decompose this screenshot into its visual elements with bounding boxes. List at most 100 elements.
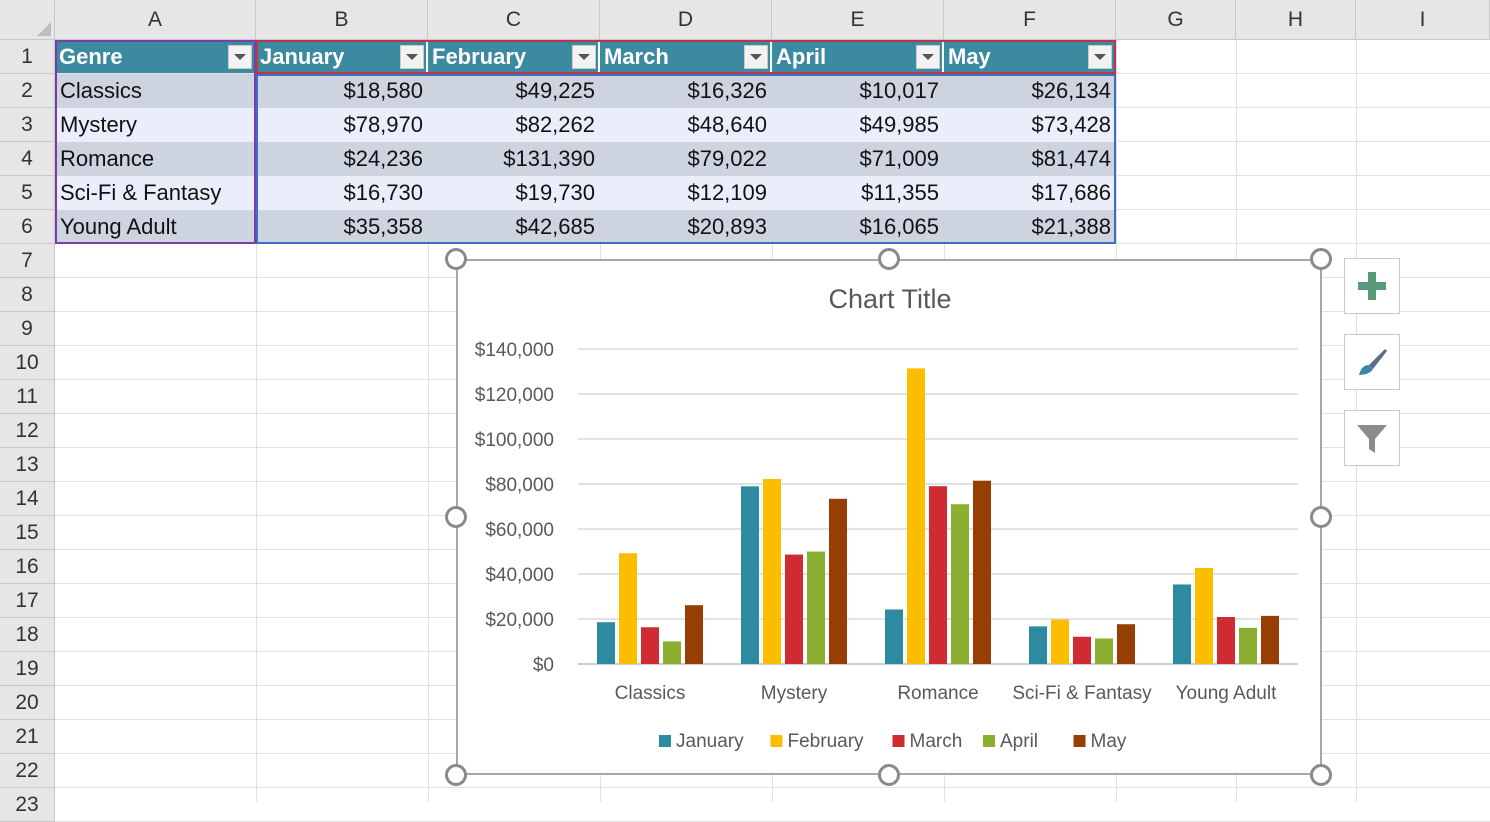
resize-handle[interactable]	[878, 764, 900, 786]
sales-cell[interactable]: $82,262	[515, 112, 595, 137]
sales-cell[interactable]: $21,388	[1031, 214, 1111, 239]
row-header-16[interactable]: 16	[0, 550, 55, 584]
sales-cell[interactable]: $26,134	[1031, 78, 1111, 103]
column-header-a[interactable]: A	[55, 0, 256, 40]
legend-label[interactable]: April	[1000, 731, 1038, 752]
genre-cell[interactable]: Romance	[60, 146, 155, 171]
bar-may-3[interactable]	[1117, 624, 1135, 664]
chart-styles-button[interactable]	[1344, 334, 1400, 390]
sales-cell[interactable]: $16,065	[859, 214, 939, 239]
row-header-5[interactable]: 5	[0, 176, 55, 210]
sales-cell[interactable]: $24,236	[343, 146, 423, 171]
bar-january-1[interactable]	[741, 486, 759, 664]
sales-cell[interactable]: $12,109	[687, 180, 767, 205]
column-header-b[interactable]: B	[256, 0, 428, 40]
bar-april-0[interactable]	[663, 641, 681, 664]
sales-cell[interactable]: $18,580	[343, 78, 423, 103]
sales-cell[interactable]: $11,355	[861, 180, 939, 205]
row-header-13[interactable]: 13	[0, 448, 55, 482]
sales-cell[interactable]: $78,970	[343, 112, 423, 137]
sales-cell[interactable]: $48,640	[687, 112, 767, 137]
row-header-9[interactable]: 9	[0, 312, 55, 346]
row-header-2[interactable]: 2	[0, 74, 55, 108]
legend-label[interactable]: January	[676, 731, 744, 752]
sales-cell[interactable]: $42,685	[515, 214, 595, 239]
bar-may-4[interactable]	[1261, 615, 1279, 664]
genre-cell[interactable]: Sci-Fi & Fantasy	[60, 180, 222, 205]
legend-label[interactable]: February	[788, 731, 865, 752]
sales-cell[interactable]: $49,225	[515, 78, 595, 103]
chart-area[interactable]: Chart Title $0 $20,000 $40,000 $60,000 $80,00…	[456, 259, 1322, 775]
resize-handle[interactable]	[445, 506, 467, 528]
filter-dropdown-button[interactable]	[916, 45, 940, 69]
bar-may-0[interactable]	[685, 605, 703, 664]
filter-dropdown-button[interactable]	[400, 45, 424, 69]
bar-april-2[interactable]	[951, 504, 969, 664]
row-header-18[interactable]: 18	[0, 618, 55, 652]
bar-march-1[interactable]	[785, 554, 803, 664]
resize-handle[interactable]	[445, 248, 467, 270]
bar-february-0[interactable]	[619, 553, 637, 664]
sales-cell[interactable]: $19,730	[515, 180, 595, 205]
bar-may-2[interactable]	[973, 480, 991, 664]
resize-handle[interactable]	[878, 248, 900, 270]
row-header-12[interactable]: 12	[0, 414, 55, 448]
filter-dropdown-button[interactable]	[228, 45, 252, 69]
sales-cell[interactable]: $131,390	[503, 146, 595, 171]
select-all-corner[interactable]	[0, 0, 55, 40]
filter-dropdown-button[interactable]	[744, 45, 768, 69]
sales-cell[interactable]: $16,730	[343, 180, 423, 205]
row-header-7[interactable]: 7	[0, 244, 55, 278]
row-header-10[interactable]: 10	[0, 346, 55, 380]
bar-march-4[interactable]	[1217, 616, 1235, 664]
bar-march-0[interactable]	[641, 627, 659, 664]
row-header-11[interactable]: 11	[0, 380, 55, 414]
sales-cell[interactable]: $71,009	[859, 146, 939, 171]
bar-april-3[interactable]	[1095, 638, 1113, 664]
resize-handle[interactable]	[1310, 764, 1332, 786]
sales-cell[interactable]: $10,017	[859, 78, 939, 103]
bar-january-2[interactable]	[885, 609, 903, 664]
column-header-d[interactable]: D	[600, 0, 772, 40]
resize-handle[interactable]	[445, 764, 467, 786]
row-header-21[interactable]: 21	[0, 720, 55, 754]
bar-february-1[interactable]	[763, 478, 781, 664]
bar-february-4[interactable]	[1195, 567, 1213, 664]
genre-cell[interactable]: Classics	[60, 78, 142, 103]
row-header-17[interactable]: 17	[0, 584, 55, 618]
bar-may-1[interactable]	[829, 498, 847, 664]
row-header-14[interactable]: 14	[0, 482, 55, 516]
sales-cell[interactable]: $17,686	[1031, 180, 1111, 205]
chart-elements-button[interactable]	[1344, 258, 1400, 314]
legend-label[interactable]: March	[910, 731, 963, 752]
resize-handle[interactable]	[1310, 506, 1332, 528]
bar-january-3[interactable]	[1029, 626, 1047, 664]
row-header-6[interactable]: 6	[0, 210, 55, 244]
row-header-1[interactable]: 1	[0, 40, 55, 74]
resize-handle[interactable]	[1310, 248, 1332, 270]
bar-march-2[interactable]	[929, 486, 947, 664]
column-header-e[interactable]: E	[772, 0, 944, 40]
sales-cell[interactable]: $16,326	[687, 78, 767, 103]
bar-april-1[interactable]	[807, 551, 825, 664]
genre-cell[interactable]: Young Adult	[60, 214, 177, 239]
bar-march-3[interactable]	[1073, 636, 1091, 664]
row-header-22[interactable]: 22	[0, 754, 55, 788]
column-header-c[interactable]: C	[428, 0, 600, 40]
bar-february-2[interactable]	[907, 368, 925, 664]
filter-dropdown-button[interactable]	[572, 45, 596, 69]
row-header-20[interactable]: 20	[0, 686, 55, 720]
row-header-15[interactable]: 15	[0, 516, 55, 550]
genre-cell[interactable]: Mystery	[60, 112, 137, 137]
legend-label[interactable]: May	[1091, 731, 1127, 752]
filter-dropdown-button[interactable]	[1088, 45, 1112, 69]
row-header-23[interactable]: 23	[0, 788, 55, 822]
sales-cell[interactable]: $49,985	[859, 112, 939, 137]
row-header-19[interactable]: 19	[0, 652, 55, 686]
column-header-i[interactable]: I	[1356, 0, 1490, 40]
column-header-g[interactable]: G	[1116, 0, 1236, 40]
row-header-4[interactable]: 4	[0, 142, 55, 176]
bar-april-4[interactable]	[1239, 627, 1257, 664]
sales-cell[interactable]: $81,474	[1031, 146, 1111, 171]
bar-january-0[interactable]	[597, 622, 615, 664]
